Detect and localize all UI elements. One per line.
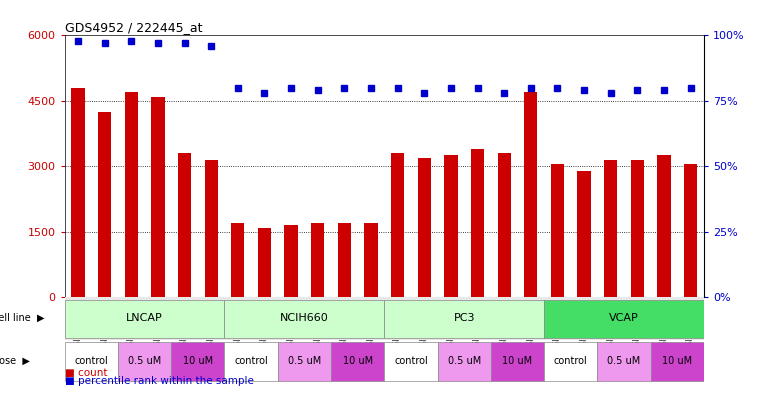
Bar [125,92,138,298]
Bar [178,153,191,298]
Bar [444,156,457,298]
Text: ■ percentile rank within the sample: ■ percentile rank within the sample [65,376,253,386]
Text: 0.5 uM: 0.5 uM [607,356,641,366]
Text: control: control [75,356,108,366]
Bar [651,342,704,381]
Text: GDS4952 / 222445_at: GDS4952 / 222445_at [65,21,202,34]
Bar [384,299,544,338]
Bar [551,164,564,298]
Bar [631,160,644,298]
Text: control: control [234,356,268,366]
Text: LNCAP: LNCAP [126,313,163,323]
Text: cell line  ▶: cell line ▶ [0,313,44,323]
Bar [684,164,697,298]
Bar [338,223,351,298]
Bar [205,160,218,298]
Bar [658,156,670,298]
Bar [72,88,84,298]
Text: control: control [554,356,587,366]
Bar [544,299,704,338]
Bar [118,342,171,381]
Bar [331,342,384,381]
Bar [231,223,244,298]
Bar [224,342,278,381]
Text: ■ count: ■ count [65,369,107,378]
Text: NCIH660: NCIH660 [280,313,329,323]
Bar [365,223,377,298]
Bar [438,342,491,381]
Bar [578,171,591,298]
Text: dose  ▶: dose ▶ [0,356,30,366]
Text: 10 uM: 10 uM [662,356,693,366]
Text: VCAP: VCAP [609,313,639,323]
Bar [498,153,511,298]
Text: 10 uM: 10 uM [183,356,213,366]
Bar [65,298,704,340]
Bar [98,112,111,298]
Bar [285,225,298,298]
Bar [278,342,331,381]
Bar [524,92,537,298]
Text: control: control [394,356,428,366]
Text: PC3: PC3 [454,313,475,323]
Text: 10 uM: 10 uM [342,356,373,366]
Bar [171,342,224,381]
Bar [597,342,651,381]
Text: 0.5 uM: 0.5 uM [128,356,161,366]
Bar [384,342,438,381]
Bar [151,97,164,298]
Bar [258,228,271,298]
Text: 0.5 uM: 0.5 uM [288,356,321,366]
Text: 0.5 uM: 0.5 uM [447,356,481,366]
Text: 10 uM: 10 uM [502,356,533,366]
Bar [471,149,484,298]
Bar [391,153,404,298]
Bar [311,223,324,298]
Bar [491,342,544,381]
Bar [65,299,224,338]
Bar [418,158,431,298]
Bar [544,342,597,381]
Bar [224,299,384,338]
Bar [604,160,617,298]
Bar [65,342,118,381]
